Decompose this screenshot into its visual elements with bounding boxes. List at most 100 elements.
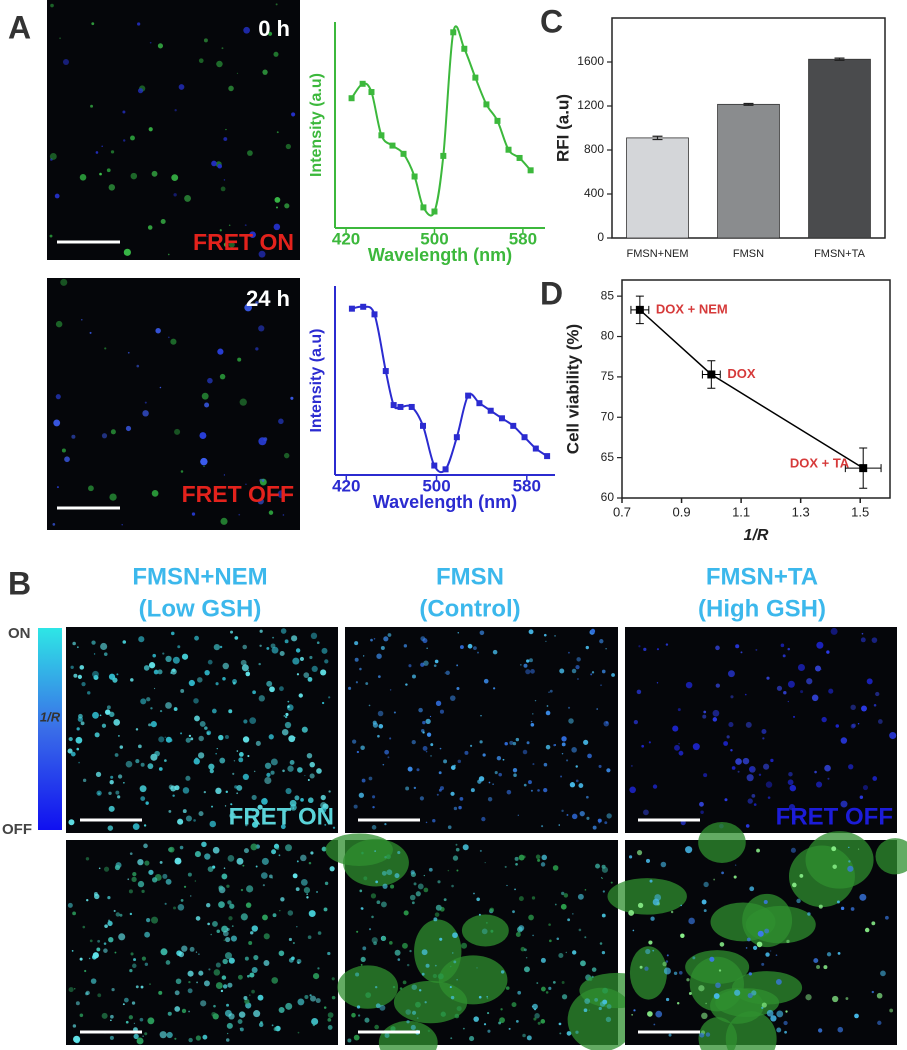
- speck: [552, 980, 556, 984]
- speck: [217, 163, 223, 169]
- speck: [377, 675, 381, 679]
- speck: [228, 709, 233, 714]
- speck: [188, 734, 192, 738]
- speck: [686, 978, 690, 982]
- speck: [292, 941, 295, 945]
- speck: [606, 813, 612, 819]
- speck: [862, 784, 869, 791]
- speck: [132, 872, 137, 877]
- speck: [228, 916, 233, 921]
- speck: [721, 871, 724, 875]
- speck: [528, 914, 534, 921]
- speck: [470, 744, 473, 747]
- y-tick-label: 60: [601, 490, 615, 504]
- speck: [528, 780, 532, 785]
- speck: [108, 791, 112, 796]
- speck: [243, 848, 249, 854]
- speck: [183, 885, 187, 888]
- speck: [215, 682, 219, 686]
- speck: [872, 776, 878, 781]
- speck: [110, 775, 114, 779]
- speck: [632, 929, 635, 932]
- speck: [287, 705, 290, 708]
- speck: [418, 707, 423, 713]
- speck: [324, 823, 327, 826]
- cell: [607, 878, 687, 915]
- speck: [483, 1023, 487, 1026]
- speck: [680, 904, 682, 907]
- speck: [137, 22, 141, 26]
- speck: [162, 652, 165, 655]
- speck: [705, 1032, 711, 1037]
- speck: [248, 940, 253, 945]
- speck: [303, 887, 311, 894]
- speck: [384, 823, 387, 826]
- speck: [585, 645, 589, 650]
- speck: [270, 758, 278, 766]
- speck: [246, 885, 254, 893]
- speck: [536, 982, 539, 985]
- speck: [636, 689, 642, 695]
- speck: [255, 347, 259, 351]
- speck: [230, 935, 238, 942]
- speck: [219, 229, 222, 232]
- speck: [253, 770, 256, 773]
- speck: [560, 775, 563, 778]
- speck: [588, 976, 593, 981]
- speck: [158, 990, 163, 995]
- speck: [225, 128, 227, 131]
- speck: [160, 948, 168, 956]
- speck: [310, 995, 317, 1002]
- speck: [449, 986, 452, 989]
- fret-label: FRET OFF: [776, 803, 893, 830]
- speck: [857, 723, 860, 725]
- speck: [228, 224, 231, 226]
- speck: [656, 648, 660, 651]
- speck: [548, 986, 552, 990]
- speck: [633, 1009, 636, 1012]
- speck: [552, 865, 559, 871]
- speck: [672, 725, 679, 732]
- speck: [656, 682, 659, 684]
- speck: [258, 662, 261, 666]
- speck: [602, 999, 608, 1005]
- speck: [71, 434, 76, 439]
- speck: [411, 674, 416, 679]
- speck: [699, 801, 704, 807]
- speck: [207, 377, 213, 384]
- speck: [508, 1027, 511, 1030]
- speck: [512, 768, 518, 773]
- speck: [402, 942, 408, 949]
- data-point: [360, 303, 367, 310]
- speck: [422, 746, 428, 751]
- x-tick-label: 420: [332, 476, 360, 495]
- speck: [611, 673, 615, 677]
- data-point: [453, 434, 460, 441]
- time-label: 24 h: [246, 286, 290, 311]
- speck: [199, 432, 207, 440]
- speck: [880, 970, 886, 977]
- speck: [586, 795, 589, 799]
- speck: [185, 737, 191, 743]
- speck: [831, 846, 837, 852]
- speck: [131, 1001, 136, 1005]
- speck: [114, 951, 117, 954]
- fret-label: FRET ON: [193, 229, 294, 255]
- speck: [464, 750, 469, 755]
- data-point: [371, 311, 378, 318]
- data-point: [440, 152, 447, 159]
- speck: [861, 632, 864, 635]
- point-label: DOX + NEM: [656, 301, 728, 316]
- speck: [204, 853, 211, 860]
- speck: [515, 1020, 519, 1023]
- speck: [225, 1038, 230, 1042]
- speck: [469, 1036, 475, 1042]
- speck: [79, 174, 87, 181]
- speck: [652, 949, 655, 952]
- speck: [247, 670, 250, 672]
- speck: [462, 1027, 465, 1030]
- speck: [227, 982, 233, 988]
- micrographs: [47, 0, 907, 1050]
- speck: [146, 917, 151, 923]
- speck: [577, 893, 584, 900]
